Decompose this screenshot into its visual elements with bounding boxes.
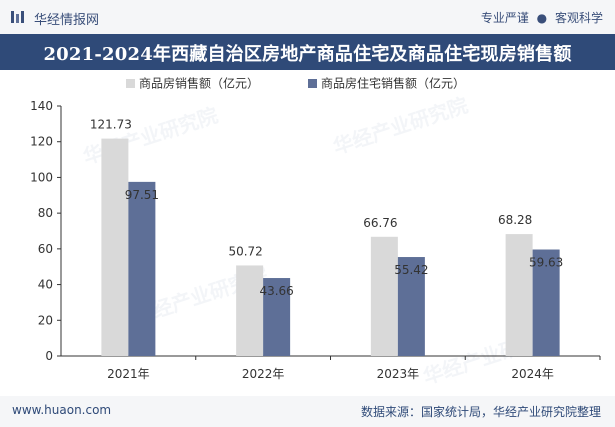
- slogan-dot-icon: ●: [536, 11, 548, 25]
- bar-series-1: [236, 265, 264, 356]
- footer-site-link[interactable]: www.huaon.com: [12, 403, 112, 417]
- data-labels: 121.73 97.51 50.72 43.66 66.76 55.42 68.28 59.6…: [90, 118, 563, 298]
- top-bar: 华经情报网 专业严谨 ● 客观科学: [0, 0, 615, 34]
- bar-series-2: [128, 181, 156, 356]
- bar-value-label: 59.63: [529, 256, 563, 270]
- y-tick-label: 140: [30, 99, 53, 113]
- bar-chart: 商品房销售额（亿元） 商品房住宅销售额（亿元） 0 20 40 60 80 100 120 1…: [30, 76, 601, 381]
- y-axis: 0 20 40 60 80 100 120 140: [30, 99, 62, 363]
- brand-logo-icon: [11, 11, 24, 23]
- x-axis: 2021年 2022年 2023年 2024年: [61, 355, 601, 381]
- legend: 商品房销售额（亿元） 商品房住宅销售额（亿元）: [126, 76, 465, 91]
- y-tick-label: 0: [45, 349, 53, 363]
- y-tick-label: 100: [30, 170, 53, 184]
- bar-series-2: [397, 257, 425, 356]
- legend-swatch-series-1: [126, 79, 135, 88]
- footer-data-source: 数据来源：国家统计局，华经产业研究院整理: [360, 405, 601, 419]
- bar-series-1: [370, 236, 398, 356]
- bar-series-1: [101, 138, 129, 356]
- x-tick-label: 2021年: [107, 367, 150, 381]
- x-tick-label: 2022年: [242, 367, 285, 381]
- slogan-left: 专业严谨: [480, 11, 529, 25]
- y-tick-label: 40: [38, 278, 53, 292]
- legend-label-series-2: 商品房住宅销售额（亿元）: [321, 76, 465, 91]
- legend-swatch-series-2: [308, 79, 317, 88]
- x-tick-label: 2023年: [377, 367, 420, 381]
- bar-value-label: 66.76: [363, 216, 397, 230]
- legend-label-series-1: 商品房销售额（亿元）: [139, 76, 259, 91]
- slogan-right: 客观科学: [554, 11, 603, 25]
- bars: [101, 138, 560, 356]
- y-tick-label: 80: [38, 206, 53, 220]
- bar-series-1: [505, 234, 533, 356]
- x-tick-label: 2024年: [511, 367, 554, 381]
- chart-title: 2021-2024年西藏自治区房地产商品住宅及商品住宅现房销售额: [43, 44, 572, 65]
- y-tick-label: 20: [38, 313, 53, 327]
- brand-name[interactable]: 华经情报网: [34, 13, 100, 28]
- bar-value-label: 121.73: [90, 118, 132, 132]
- bar-value-label: 68.28: [498, 213, 532, 227]
- bar-series-2: [263, 278, 291, 356]
- bar-value-label: 97.51: [125, 188, 159, 202]
- y-tick-label: 120: [30, 135, 53, 149]
- bar-series-2: [532, 249, 560, 356]
- y-tick-label: 60: [38, 242, 53, 256]
- bar-value-label: 50.72: [228, 244, 262, 258]
- footer: www.huaon.com 数据来源：国家统计局，华经产业研究院整理: [0, 396, 615, 427]
- bar-value-label: 43.66: [259, 284, 293, 298]
- title-bar: 2021-2024年西藏自治区房地产商品住宅及商品住宅现房销售额: [0, 34, 615, 70]
- slogan: 专业严谨 ● 客观科学: [481, 9, 603, 26]
- bar-value-label: 55.42: [394, 263, 428, 277]
